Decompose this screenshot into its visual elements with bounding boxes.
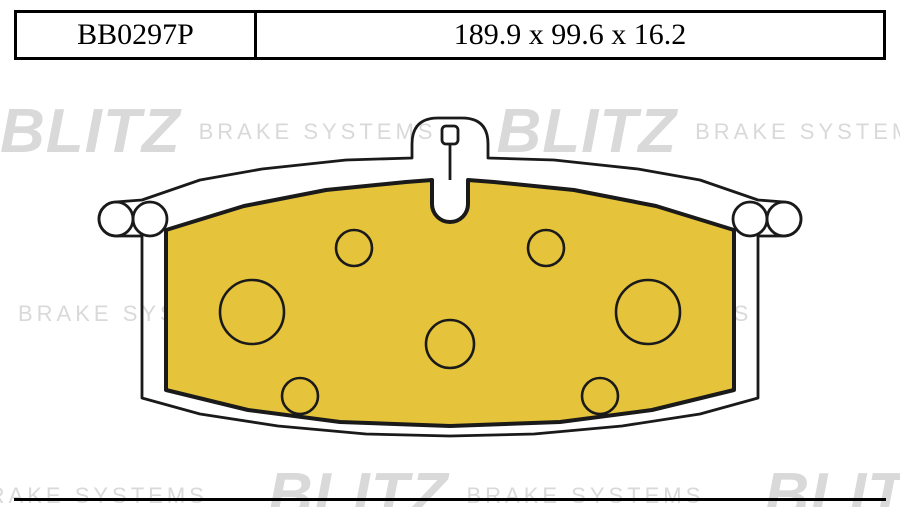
mount-hole-circle bbox=[99, 202, 133, 236]
brake-pad-diagram bbox=[86, 114, 814, 454]
friction-pad-outline bbox=[166, 180, 734, 426]
mount-hole-circle bbox=[733, 202, 767, 236]
mount-hole-circle bbox=[133, 202, 167, 236]
brand-tagline: BRAKE SYSTEMS bbox=[466, 483, 704, 507]
part-number-cell: BB0297P bbox=[17, 13, 257, 57]
mount-hole-circle bbox=[767, 202, 801, 236]
brand-tagline: BRAKE SYSTEMS bbox=[0, 483, 208, 507]
sensor-tab-slot bbox=[442, 126, 458, 144]
header-table: BB0297P 189.9 x 99.6 x 16.2 bbox=[14, 10, 886, 60]
dimensions: 189.9 x 99.6 x 16.2 bbox=[454, 18, 687, 52]
bottom-frame-rule bbox=[14, 498, 886, 501]
dimensions-cell: 189.9 x 99.6 x 16.2 bbox=[257, 13, 883, 57]
part-number: BB0297P bbox=[77, 18, 194, 52]
